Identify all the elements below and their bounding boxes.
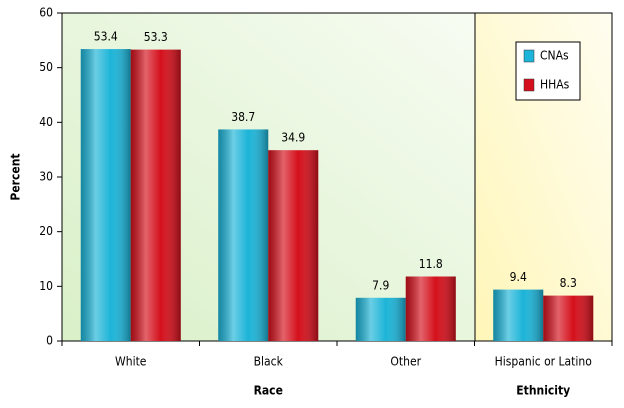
legend-swatch (523, 78, 535, 92)
y-tick-label: 30 (39, 170, 53, 184)
bar-shade (493, 289, 544, 341)
y-axis-label: Percent (9, 153, 23, 200)
data-label: 11.8 (419, 257, 443, 271)
data-label: 53.3 (144, 30, 168, 44)
bar-shade (80, 49, 131, 342)
data-label: 7.9 (372, 278, 389, 292)
data-label: 53.4 (94, 30, 118, 44)
legend-swatch (523, 49, 535, 63)
bar-shade (405, 276, 456, 341)
y-tick-label: 60 (39, 6, 53, 20)
bar-shade (218, 129, 269, 341)
x-group-label: Ethnicity (516, 384, 570, 398)
x-tick-label: Other (390, 355, 421, 369)
y-tick-label: 10 (39, 279, 53, 293)
bar-shade (130, 49, 181, 341)
data-label: 38.7 (231, 110, 255, 124)
x-tick-label: Hispanic or Latino (495, 355, 593, 369)
data-label: 34.9 (281, 131, 305, 145)
x-tick-label: White (115, 355, 147, 369)
y-tick-label: 20 (39, 224, 53, 238)
x-group-label: Race (254, 384, 283, 398)
bar-shade (355, 297, 406, 341)
x-tick-label: Black (254, 355, 284, 369)
y-tick-label: 50 (39, 60, 53, 74)
bar-shade (543, 295, 594, 341)
legend-label: CNAs (540, 49, 569, 63)
legend-label: HHAs (540, 78, 570, 92)
bar-shade (268, 150, 319, 341)
data-label: 9.4 (510, 270, 527, 284)
y-tick-label: 40 (39, 115, 53, 129)
y-tick-label: 0 (46, 334, 53, 348)
data-label: 8.3 (560, 276, 577, 290)
